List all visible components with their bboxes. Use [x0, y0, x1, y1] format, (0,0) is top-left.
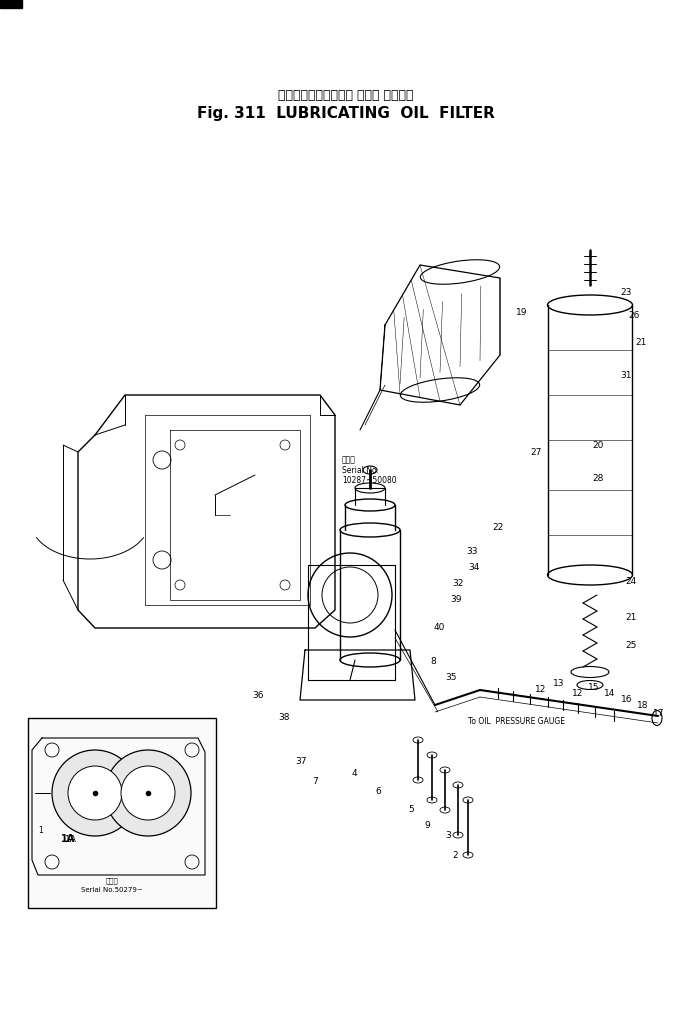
Text: 21: 21: [635, 337, 647, 346]
Ellipse shape: [453, 782, 463, 788]
Ellipse shape: [427, 752, 437, 758]
Ellipse shape: [340, 653, 400, 667]
Text: 25: 25: [625, 641, 636, 649]
Circle shape: [52, 750, 138, 836]
Circle shape: [308, 553, 392, 637]
Ellipse shape: [401, 378, 480, 403]
Text: 6: 6: [375, 788, 380, 797]
Text: 23: 23: [620, 287, 631, 297]
Circle shape: [68, 766, 122, 820]
Ellipse shape: [355, 483, 385, 493]
Text: 31: 31: [620, 371, 631, 379]
Text: 14: 14: [604, 690, 615, 698]
Text: 13: 13: [553, 679, 565, 688]
Text: 16: 16: [621, 696, 633, 704]
Ellipse shape: [340, 523, 400, 537]
Text: 27: 27: [530, 447, 541, 457]
Text: 1A: 1A: [65, 836, 77, 845]
Ellipse shape: [345, 499, 395, 511]
Text: 18: 18: [637, 701, 649, 710]
Text: To OIL  PRESSURE GAUGE: To OIL PRESSURE GAUGE: [468, 717, 565, 727]
Bar: [28, 718, 216, 908]
Ellipse shape: [577, 681, 603, 690]
Text: 7: 7: [312, 777, 318, 787]
Ellipse shape: [453, 832, 463, 838]
Ellipse shape: [440, 767, 450, 773]
Text: 33: 33: [466, 547, 477, 556]
Text: 28: 28: [592, 474, 604, 483]
Text: 38: 38: [278, 713, 290, 722]
Ellipse shape: [413, 737, 423, 743]
Ellipse shape: [413, 777, 423, 783]
Text: 製番号: 製番号: [105, 877, 119, 883]
Text: 2: 2: [452, 851, 457, 859]
Text: 3: 3: [445, 830, 450, 840]
Text: Fig. 311  LUBRICATING  OIL  FILTER: Fig. 311 LUBRICATING OIL FILTER: [197, 106, 495, 120]
Text: 17: 17: [653, 708, 665, 717]
Ellipse shape: [440, 807, 450, 813]
Text: 9: 9: [424, 820, 430, 829]
Text: 22: 22: [492, 524, 503, 533]
Bar: [0, 0, 22, 8]
Text: ルーブリケーティング オイル フィルタ: ルーブリケーティング オイル フィルタ: [279, 89, 414, 102]
Ellipse shape: [571, 666, 609, 678]
Circle shape: [105, 750, 191, 836]
Text: 24: 24: [625, 578, 636, 587]
Text: 26: 26: [628, 311, 640, 320]
Ellipse shape: [463, 797, 473, 803]
Text: 15: 15: [588, 683, 599, 692]
Text: 1A: 1A: [61, 834, 75, 844]
Text: Serial No.50279~: Serial No.50279~: [81, 887, 143, 893]
Text: 35: 35: [445, 673, 457, 682]
Circle shape: [121, 766, 175, 820]
Ellipse shape: [547, 294, 633, 315]
Text: 21: 21: [625, 613, 636, 623]
Text: 34: 34: [468, 562, 480, 572]
Ellipse shape: [427, 797, 437, 803]
Ellipse shape: [363, 466, 377, 474]
Text: 39: 39: [450, 595, 462, 604]
Text: 12: 12: [535, 686, 546, 695]
Text: 1: 1: [38, 826, 43, 835]
Text: 8: 8: [430, 657, 436, 666]
Ellipse shape: [421, 260, 500, 284]
Text: 5: 5: [408, 805, 414, 814]
Text: 32: 32: [452, 579, 464, 588]
Text: 36: 36: [252, 691, 263, 699]
Text: 製番号: 製番号: [342, 455, 356, 465]
Text: 20: 20: [592, 440, 604, 449]
Text: 37: 37: [295, 757, 306, 766]
Ellipse shape: [547, 565, 633, 585]
Text: 4: 4: [352, 768, 358, 777]
Text: 19: 19: [516, 308, 527, 317]
Ellipse shape: [463, 852, 473, 858]
Text: 12: 12: [572, 690, 584, 698]
Text: 10287~50080: 10287~50080: [342, 476, 396, 484]
Text: Serial No.: Serial No.: [342, 466, 379, 475]
Text: 40: 40: [434, 624, 446, 633]
